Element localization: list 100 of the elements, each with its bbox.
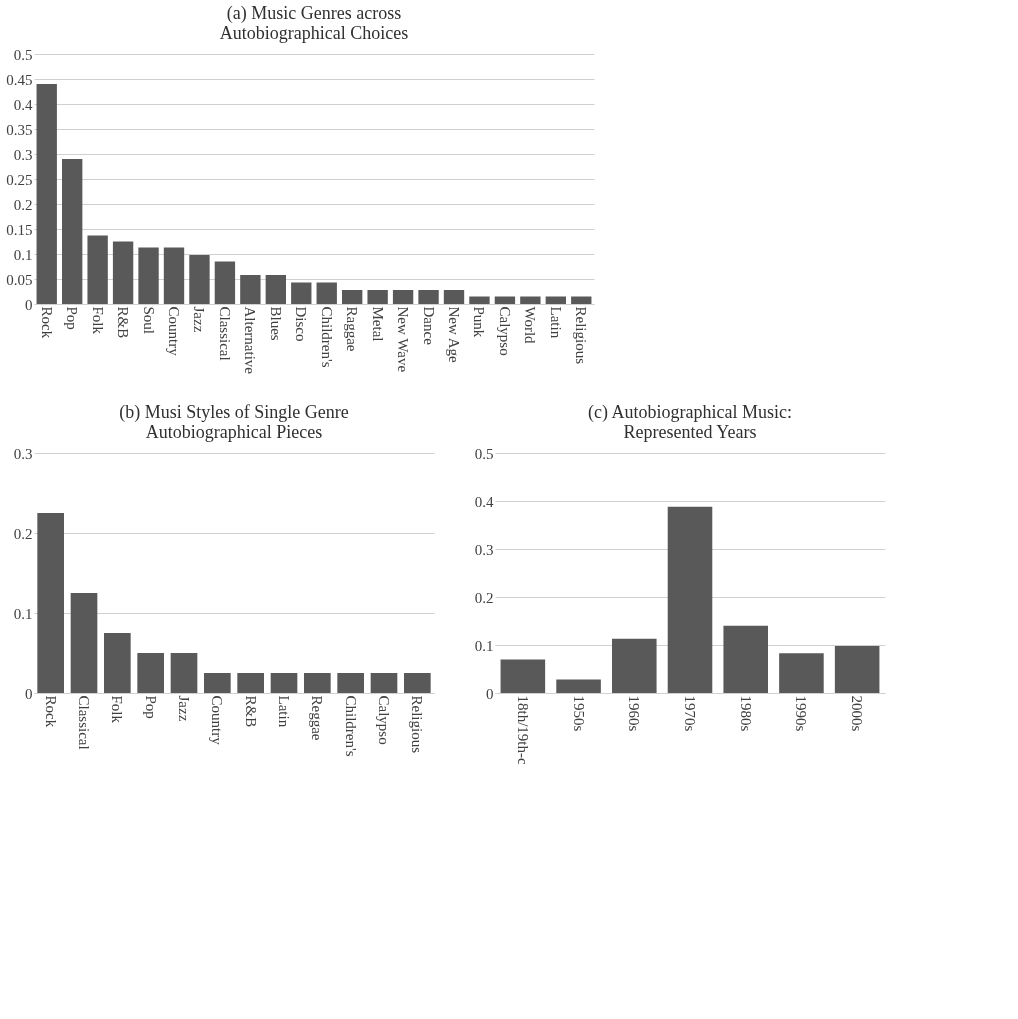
x-tick-label: 18th/19th-c <box>514 695 531 765</box>
bar <box>545 296 566 304</box>
bar <box>163 247 185 304</box>
bar <box>779 653 824 693</box>
x-tick-label: Classical <box>216 306 233 361</box>
y-tick-label: 0.45 <box>6 71 33 88</box>
bar <box>214 261 236 304</box>
y-tick-label: 0.3 <box>13 445 33 462</box>
x-tick-label: 1960s <box>626 695 643 732</box>
bar <box>137 653 164 693</box>
y-tick-label: 0.5 <box>13 46 33 63</box>
y-tick-label: 0.1 <box>474 637 494 654</box>
x-tick-label: Disco <box>293 306 310 342</box>
y-tick-label: 0.2 <box>13 525 33 542</box>
y-tick-label: 0.1 <box>13 605 33 622</box>
x-tick-label: Folk <box>89 306 106 335</box>
x-tick-label: Reggae <box>309 695 326 741</box>
x-tick-label: Metal <box>369 306 386 342</box>
x-tick-label: New Age <box>446 306 462 364</box>
y-tick-label: 0.15 <box>6 221 33 238</box>
bar <box>204 673 231 693</box>
bar <box>612 638 657 693</box>
bar <box>304 673 331 693</box>
y-tick-label: 0.35 <box>6 121 33 138</box>
bar <box>443 290 465 304</box>
x-tick-label: Raggae <box>344 306 361 352</box>
y-tick-label: 0.05 <box>6 271 33 288</box>
x-tick-label: Calypso <box>496 306 513 356</box>
x-tick-label: Dance <box>420 306 437 346</box>
x-tick-label: World <box>522 306 539 345</box>
y-tick-label: 0.2 <box>13 196 33 213</box>
x-tick-label: Jazz <box>191 306 208 333</box>
bar <box>36 84 57 304</box>
bar <box>270 673 298 693</box>
bar <box>418 290 439 304</box>
x-tick-label: Soul <box>140 306 157 335</box>
x-tick-label: Alternative <box>242 306 259 375</box>
x-tick-label: Pop <box>142 695 159 719</box>
bar <box>291 282 312 304</box>
y-tick-label: 0.4 <box>13 96 33 113</box>
y-tick-label: 0.5 <box>474 445 494 462</box>
x-tick-label: 1970s <box>682 695 698 732</box>
x-tick-label: Children's <box>318 306 335 368</box>
x-tick-label: Folk <box>109 695 126 724</box>
bar <box>37 513 64 693</box>
x-tick-label: Classical <box>76 695 92 750</box>
bar <box>667 506 713 693</box>
bar <box>367 290 388 304</box>
bar <box>112 241 134 304</box>
bar <box>556 679 601 693</box>
bar <box>342 290 363 304</box>
x-tick-label: Religious <box>409 695 426 754</box>
x-tick-label: New Wave <box>395 306 412 373</box>
x-tick-label: 1990s <box>793 695 810 732</box>
x-tick-label: R&B <box>242 695 259 728</box>
bar <box>392 290 414 304</box>
bar <box>70 593 98 693</box>
bar <box>87 235 108 304</box>
x-tick-label: Jazz <box>176 695 192 722</box>
x-tick-label: 1980s <box>737 695 754 732</box>
x-tick-label: R&B <box>115 306 132 339</box>
bar <box>62 159 83 304</box>
bar <box>240 275 261 304</box>
y-tick-label: 0.2 <box>474 589 494 606</box>
chart-title: (c) Autobiographical Music: Represented Years <box>588 402 792 442</box>
bar <box>571 296 592 304</box>
bar <box>316 282 337 304</box>
bar <box>469 296 490 304</box>
x-tick-label: Calypso <box>376 695 392 745</box>
bar <box>723 625 768 693</box>
x-tick-label: 1950s <box>570 695 587 732</box>
bar <box>834 645 880 693</box>
chart-title: (b) Musi Styles of Single Genre Autobiographical Pieces <box>119 402 349 442</box>
y-tick-label: 0 <box>25 296 33 313</box>
bar <box>370 673 398 693</box>
x-tick-label: Latin <box>547 306 564 339</box>
bar <box>337 673 364 693</box>
y-tick-label: 0.4 <box>474 493 494 510</box>
x-tick-label: Country <box>166 306 182 357</box>
bar <box>170 653 198 693</box>
y-tick-label: 0 <box>486 685 494 702</box>
chart-title: (a) Music Genres across Autobiographical Choices <box>219 3 409 43</box>
x-tick-label: 2000s <box>849 695 866 732</box>
bar <box>494 296 516 304</box>
bar <box>189 255 210 304</box>
bar <box>104 633 131 693</box>
x-tick-label: Rock <box>38 306 55 339</box>
x-tick-label: Rock <box>42 695 59 728</box>
bar <box>520 296 541 304</box>
y-tick-label: 0 <box>25 685 33 702</box>
x-tick-label: Children's <box>342 695 359 757</box>
bar <box>500 659 546 693</box>
x-tick-label: Pop <box>64 306 81 330</box>
x-tick-label: Religious <box>573 306 590 365</box>
x-tick-label: Punk <box>471 306 488 338</box>
bar <box>138 247 159 304</box>
x-tick-label: Blues <box>267 306 284 341</box>
bar <box>404 673 431 693</box>
x-tick-label: Latin <box>276 695 292 728</box>
bar <box>265 275 286 304</box>
